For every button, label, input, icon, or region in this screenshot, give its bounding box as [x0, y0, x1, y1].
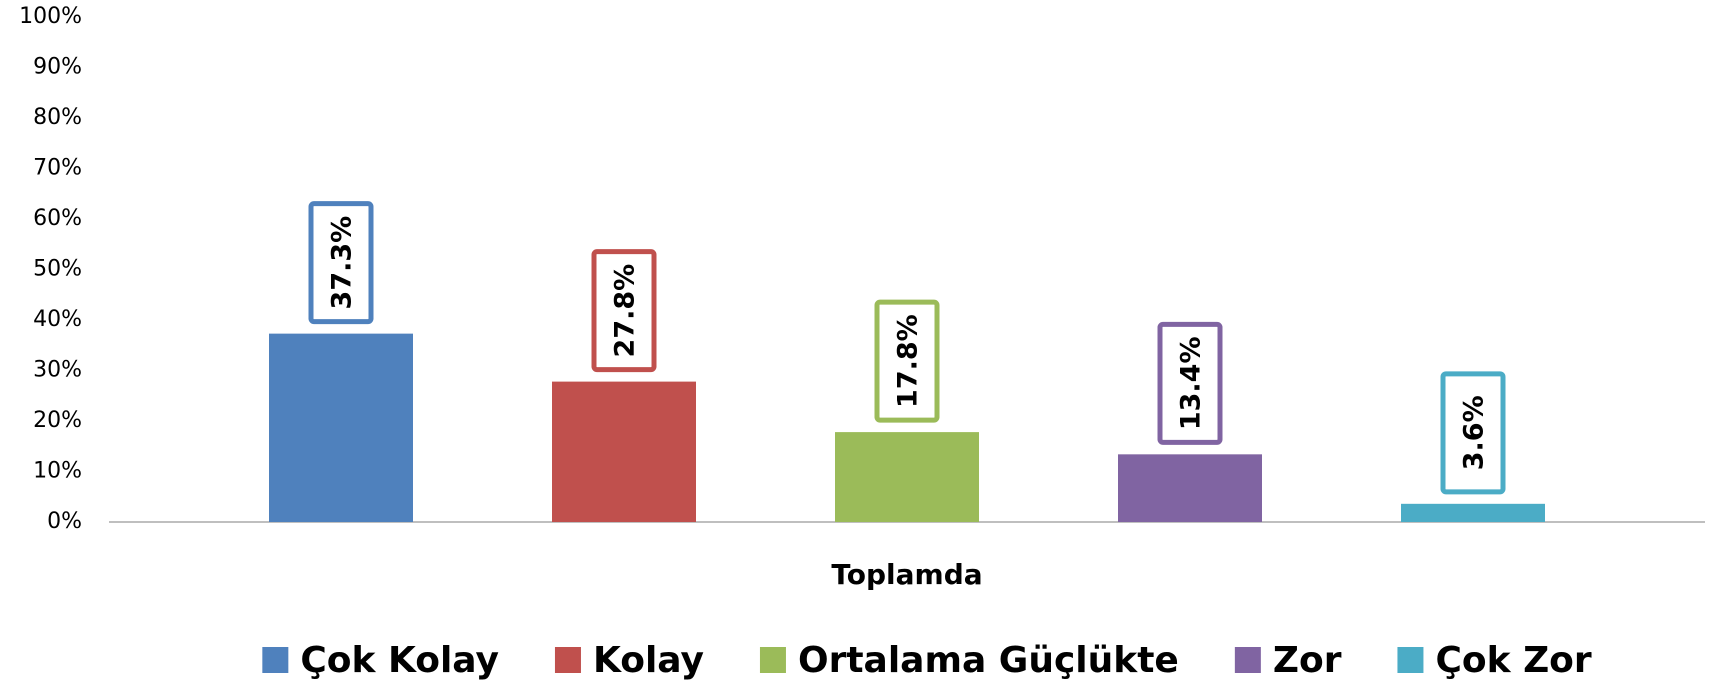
- legend-label: Zor: [1273, 640, 1342, 681]
- legend-swatch: [1397, 647, 1424, 673]
- y-tick-label: 10%: [33, 459, 82, 484]
- y-tick-label: 60%: [33, 206, 82, 231]
- y-tick-label: 70%: [33, 156, 82, 181]
- legend-label: Çok Kolay: [300, 640, 499, 681]
- data-label-box: [591, 249, 657, 373]
- x-tick-label: Toplamda: [831, 558, 982, 591]
- y-tick-label: 50%: [33, 257, 82, 282]
- y-tick-label: 100%: [19, 4, 82, 29]
- data-label-box: [308, 201, 374, 325]
- y-tick-label: 80%: [33, 105, 82, 130]
- data-label: 37.3%: [327, 216, 358, 310]
- legend-swatch: [262, 647, 289, 673]
- legend-item: Kolay: [554, 640, 704, 681]
- legend-swatch: [1234, 647, 1261, 673]
- data-label-box: [1440, 371, 1506, 495]
- legend-label: Çok Zor: [1435, 640, 1591, 681]
- bar: [552, 381, 696, 522]
- y-tick-label: 0%: [47, 509, 82, 534]
- legend-label: Kolay: [593, 640, 704, 681]
- bar: [835, 432, 979, 522]
- data-label: 13.4%: [1176, 336, 1207, 430]
- legend-item: Çok Kolay: [262, 640, 499, 681]
- data-label-box: [1157, 321, 1223, 445]
- y-tick-label: 20%: [33, 408, 82, 433]
- data-label: 3.6%: [1459, 395, 1490, 470]
- bar: [1401, 503, 1545, 522]
- bar: [1118, 454, 1262, 522]
- data-label: 27.8%: [610, 264, 641, 358]
- y-tick-label: 40%: [33, 307, 82, 332]
- legend-item: Ortalama Güçlükte: [759, 640, 1179, 681]
- legend-swatch: [759, 647, 786, 673]
- legend-label: Ortalama Güçlükte: [798, 640, 1179, 681]
- legend-swatch: [554, 647, 581, 673]
- y-tick-label: 30%: [33, 358, 82, 383]
- data-label-box: [874, 299, 940, 423]
- legend-item: Zor: [1234, 640, 1342, 681]
- legend-item: Çok Zor: [1397, 640, 1592, 681]
- bar: [269, 333, 413, 522]
- data-label: 17.8%: [893, 314, 924, 408]
- y-tick-label: 90%: [33, 55, 82, 80]
